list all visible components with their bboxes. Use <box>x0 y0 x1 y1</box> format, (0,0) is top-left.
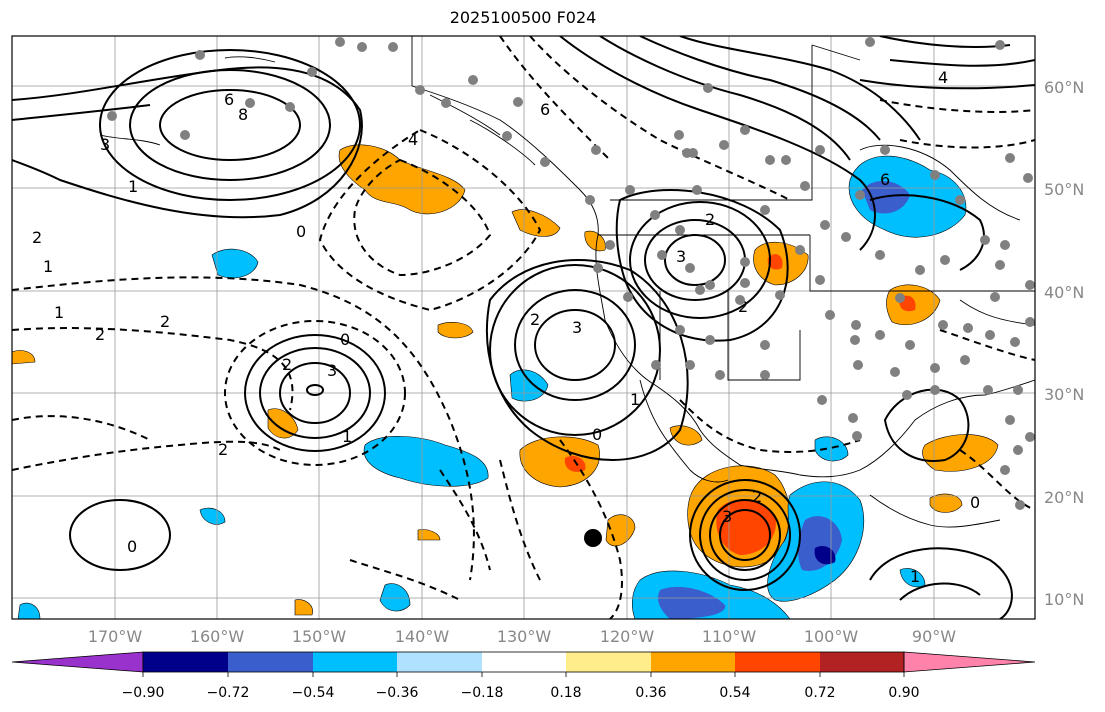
contour-label: 4 <box>408 130 418 149</box>
colorbar-label: 0.36 <box>635 685 666 701</box>
colorbar-label: −0.90 <box>122 685 165 701</box>
contour-lines <box>12 36 1035 619</box>
contour-label: 1 <box>128 177 138 196</box>
colorbar-segment <box>735 652 820 672</box>
contour-label: 3 <box>572 318 582 337</box>
contour-label: 3 <box>676 247 686 266</box>
lat-label: 10°N <box>1044 590 1084 609</box>
lon-label: 90°W <box>912 627 956 646</box>
colorbar-segment <box>820 652 904 672</box>
lat-label: 50°N <box>1044 180 1084 199</box>
lon-label: 100°W <box>804 627 859 646</box>
colorbar-segment <box>651 652 735 672</box>
contour-label: 1 <box>910 567 920 586</box>
contour-label: 0 <box>340 330 350 349</box>
contour-label: 3 <box>327 361 337 380</box>
contour-label: 2 <box>752 487 762 506</box>
colorbar-label: 0.18 <box>550 685 581 701</box>
colorbar-segment <box>143 652 228 672</box>
lon-label: 170°W <box>88 627 143 646</box>
contour-label-group: 8 6 3 1 2 1 2 0 2 4 6 3 2 3 2 0 1 1 2 6 … <box>32 68 980 586</box>
contour-label: 2 <box>530 310 540 329</box>
contour-label: 6 <box>224 90 234 109</box>
contour-label: 1 <box>43 257 53 276</box>
contour-label: 2 <box>32 228 42 247</box>
contour-label: 1 <box>630 390 640 409</box>
contour-label: 2 <box>95 325 105 344</box>
colorbar: −0.90 −0.72 −0.54 −0.36 −0.18 0.18 0.36 … <box>11 651 1036 701</box>
contour-label: 2 <box>218 440 228 459</box>
contour-label: 1 <box>54 303 64 322</box>
contour-label: 8 <box>238 105 248 124</box>
contour-label: 0 <box>592 425 602 444</box>
lat-label: 20°N <box>1044 488 1084 507</box>
contour-label: 2 <box>282 355 292 374</box>
contour-label: 4 <box>938 68 948 87</box>
contour-label: 0 <box>127 537 137 556</box>
contour-label: 2 <box>160 312 170 331</box>
colorbar-segment <box>482 652 566 672</box>
map-border <box>11 35 1036 620</box>
lat-label: 60°N <box>1044 78 1084 97</box>
lon-label: 110°W <box>702 627 757 646</box>
colorbar-segment <box>313 652 397 672</box>
lon-label: 130°W <box>497 627 552 646</box>
colorbar-label: 0.90 <box>888 685 919 701</box>
map-title: 2025100500 F024 <box>449 8 597 27</box>
lon-label: 120°W <box>600 627 655 646</box>
colorbar-label: −0.72 <box>207 685 250 701</box>
lon-label: 150°W <box>292 627 347 646</box>
colorbar-label: −0.54 <box>292 685 335 701</box>
lat-label: 30°N <box>1044 385 1084 404</box>
contour-label: 6 <box>880 170 890 189</box>
colorbar-extend-left <box>11 651 144 673</box>
contour-label: 6 <box>540 100 550 119</box>
coastlines <box>99 36 1035 528</box>
colorbar-extend-right <box>903 651 1036 673</box>
colorbar-segment <box>228 652 313 672</box>
lon-label: 140°W <box>395 627 450 646</box>
latitude-labels: 60°N 50°N 40°N 30°N 20°N 10°N <box>1044 78 1084 609</box>
lat-label: 40°N <box>1044 283 1084 302</box>
colorbar-label: 0.54 <box>719 685 750 701</box>
lon-label: 160°W <box>190 627 245 646</box>
contour-label: 1 <box>342 427 352 446</box>
colorbar-label: 0.72 <box>804 685 835 701</box>
colorbar-label: −0.18 <box>461 685 504 701</box>
contour-label: 2 <box>738 297 748 316</box>
contour-label: 3 <box>100 135 110 154</box>
station-markers <box>107 37 1035 547</box>
contour-label: 0 <box>970 493 980 512</box>
contour-label: 2 <box>705 210 715 229</box>
colorbar-segment <box>397 652 482 672</box>
contour-label: 3 <box>722 507 732 526</box>
longitude-labels: 170°W 160°W 150°W 140°W 130°W 120°W 110°… <box>88 627 956 646</box>
contour-label: 0 <box>296 222 306 241</box>
colorbar-segment <box>566 652 651 672</box>
colorbar-label: −0.36 <box>376 685 419 701</box>
